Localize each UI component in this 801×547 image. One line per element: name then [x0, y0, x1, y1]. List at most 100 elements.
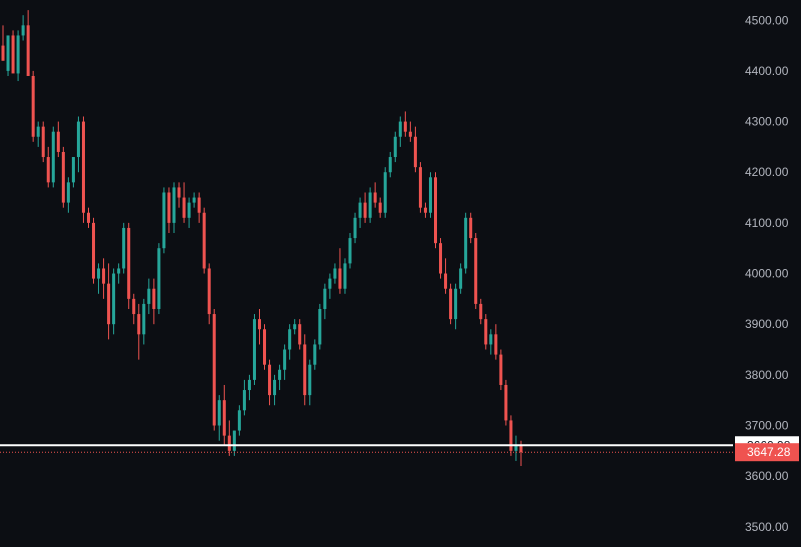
- candle-body: [257, 319, 261, 330]
- candle: [408, 121, 412, 142]
- candle: [499, 349, 503, 391]
- candle: [1, 25, 5, 61]
- candle-body: [494, 334, 498, 355]
- y-tick-label: 3500.00: [745, 520, 789, 534]
- candle-body: [514, 445, 518, 451]
- candle: [6, 35, 10, 76]
- candle: [207, 263, 211, 325]
- candle-body: [428, 177, 432, 213]
- candle-body: [6, 35, 10, 71]
- candle: [122, 222, 126, 274]
- candle: [162, 187, 166, 254]
- candle: [227, 420, 231, 456]
- candle: [232, 430, 236, 456]
- candle-body: [247, 379, 251, 391]
- candle: [428, 172, 432, 218]
- candle-body: [242, 390, 246, 411]
- candle: [278, 364, 282, 391]
- candle-body: [378, 202, 382, 213]
- y-tick-label: 4300.00: [745, 115, 789, 129]
- candle-body: [202, 212, 206, 269]
- candle-body: [303, 344, 307, 396]
- candle: [403, 111, 407, 137]
- candle-body: [97, 268, 101, 279]
- candle-body: [433, 177, 438, 244]
- candle-body: [112, 273, 116, 325]
- candle-body: [21, 25, 25, 36]
- candle-body: [479, 303, 483, 320]
- candle-body: [398, 121, 402, 137]
- candle-body: [338, 268, 342, 289]
- candle-body: [449, 288, 453, 320]
- candle-body: [348, 238, 352, 264]
- candle: [418, 162, 422, 213]
- candle: [237, 405, 241, 436]
- candle-body: [172, 187, 176, 223]
- candle-body: [484, 319, 488, 345]
- candle: [71, 157, 75, 188]
- candle-body: [278, 369, 282, 380]
- candle-body: [333, 268, 337, 279]
- y-tick-label: 3900.00: [745, 317, 789, 331]
- candle: [283, 344, 287, 380]
- candle-body: [263, 329, 267, 365]
- candle: [413, 126, 417, 173]
- candle: [127, 222, 131, 309]
- candle: [137, 303, 141, 360]
- candle: [247, 374, 251, 401]
- candle: [107, 263, 111, 340]
- candle-body: [353, 217, 357, 239]
- candle-body: [76, 121, 80, 158]
- candle: [454, 283, 458, 330]
- candle: [514, 435, 518, 461]
- candle-body: [122, 227, 126, 269]
- candle-body: [439, 243, 443, 274]
- candle-body: [227, 435, 231, 451]
- candle: [152, 278, 156, 325]
- candle: [469, 212, 473, 244]
- candle-body: [142, 303, 146, 335]
- candle-body: [232, 430, 236, 451]
- candle: [509, 415, 513, 456]
- candle: [187, 197, 191, 228]
- last-price-label: 3647.28: [747, 445, 791, 459]
- candle: [268, 359, 272, 406]
- candle-body: [217, 400, 221, 426]
- candle: [197, 192, 201, 223]
- candle-body: [81, 121, 85, 213]
- candle: [378, 197, 382, 218]
- candle-body: [127, 227, 131, 299]
- candle: [449, 283, 453, 325]
- candle: [433, 172, 438, 249]
- candle: [479, 298, 483, 325]
- candle: [46, 146, 50, 188]
- candle: [318, 303, 322, 350]
- candle: [242, 379, 246, 416]
- last-price-label-bg: [735, 443, 799, 462]
- candle-body: [187, 202, 191, 218]
- candle: [157, 243, 161, 315]
- candle: [504, 379, 508, 426]
- candle: [293, 319, 297, 335]
- candle-body: [459, 268, 463, 289]
- candle: [484, 314, 488, 350]
- candle-body: [92, 222, 96, 279]
- candle-body: [102, 268, 106, 284]
- candle: [16, 30, 20, 82]
- candle: [333, 263, 337, 284]
- candle: [222, 384, 226, 446]
- candle: [202, 207, 206, 274]
- candle: [51, 126, 55, 188]
- candle: [182, 182, 186, 223]
- candle-body: [323, 288, 327, 309]
- candle-body: [413, 136, 417, 168]
- candle: [308, 359, 312, 406]
- y-tick-label: 3700.00: [745, 418, 789, 432]
- candle-body: [152, 288, 156, 309]
- candle-body: [313, 344, 317, 365]
- candle: [363, 192, 367, 223]
- candle-body: [318, 308, 322, 345]
- candle: [338, 248, 342, 294]
